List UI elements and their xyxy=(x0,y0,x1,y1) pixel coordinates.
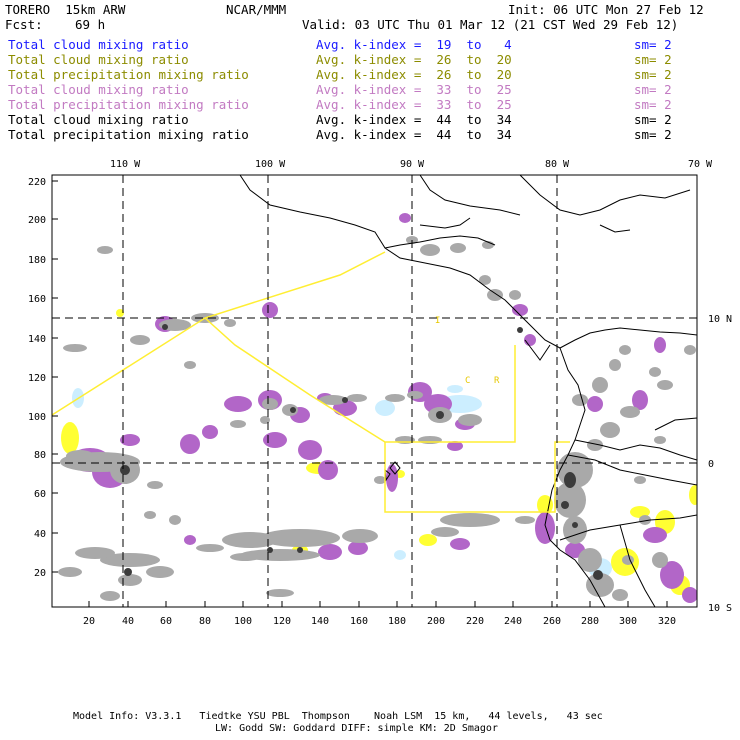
lon-label: 110 W xyxy=(110,159,141,170)
legend-sm: sm= 2 xyxy=(634,67,672,82)
lon-label: 100 W xyxy=(255,159,286,170)
domain-outlines xyxy=(51,251,570,513)
x-tick-label: 160 xyxy=(350,616,368,627)
lon-label: 70 W xyxy=(688,159,713,170)
legend-field: Total precipitation mixing ratio xyxy=(8,67,249,82)
cloud-field xyxy=(58,175,697,607)
x-tick-label: 320 xyxy=(658,616,676,627)
y-tick-label: 120 xyxy=(28,373,46,384)
map-frame xyxy=(51,174,698,608)
forecast-label: Fcst: xyxy=(5,17,43,32)
legend-field: Total cloud mixing ratio xyxy=(8,37,189,52)
model-info-line1: Model Info: V3.3.1 Tiedtke YSU PBL Thomp… xyxy=(73,711,603,722)
y-tick-label: 20 xyxy=(34,568,46,579)
lon-label: 80 W xyxy=(545,159,570,170)
legend-sm: sm= 2 xyxy=(634,127,672,142)
legend-kindex: Avg. k-index = 44 to 34 xyxy=(316,112,512,127)
gray-cloud-patches xyxy=(58,236,696,601)
legend-kindex: Avg. k-index = 33 to 25 xyxy=(316,97,512,112)
map-label: I xyxy=(435,316,440,326)
model-info-line2: LW: Godd SW: Goddard DIFF: simple KM: 2D… xyxy=(215,723,498,734)
lat-label: 0 xyxy=(708,459,714,470)
x-tick-label: 220 xyxy=(466,616,484,627)
legend-kindex: Avg. k-index = 19 to 4 xyxy=(316,37,512,52)
legend-field: Total cloud mixing ratio xyxy=(8,82,189,97)
lon-label: 90 W xyxy=(400,159,425,170)
x-tick-label: 300 xyxy=(619,616,637,627)
x-tick-label: 280 xyxy=(581,616,599,627)
lat-label: 10 S xyxy=(708,603,732,614)
dark-cloud-cores xyxy=(120,324,603,580)
lat-lon-grid xyxy=(52,175,697,607)
legend-field: Total precipitation mixing ratio xyxy=(8,127,249,142)
x-tick-label: 140 xyxy=(311,616,329,627)
valid-time: Valid: 03 UTC Thu 01 Mar 12 (21 CST Wed … xyxy=(302,17,679,32)
y-tick-label: 80 xyxy=(34,450,46,461)
y-tick-label: 100 xyxy=(28,412,46,423)
center-name: NCAR/MMM xyxy=(226,2,287,17)
legend-field: Total cloud mixing ratio xyxy=(8,112,189,127)
legend-kindex: Avg. k-index = 26 to 20 xyxy=(316,67,512,82)
y-tick-label: 180 xyxy=(28,255,46,266)
legend-kindex: Avg. k-index = 44 to 34 xyxy=(316,127,512,142)
y-tick-label: 160 xyxy=(28,294,46,305)
legend-sm: sm= 2 xyxy=(634,37,672,52)
map-label: R xyxy=(494,376,500,386)
y-tick-label: 220 xyxy=(28,177,46,188)
x-tick-label: 40 xyxy=(122,616,134,627)
x-tick-label: 260 xyxy=(543,616,561,627)
y-tick-label: 40 xyxy=(34,529,46,540)
legend-kindex: Avg. k-index = 33 to 25 xyxy=(316,82,512,97)
x-tick-label: 240 xyxy=(504,616,522,627)
x-tick-label: 200 xyxy=(427,616,445,627)
x-tick-label: 100 xyxy=(234,616,252,627)
legend-sm: sm= 2 xyxy=(634,112,672,127)
yellow-patches xyxy=(61,309,697,595)
map-label: C xyxy=(465,376,470,386)
x-tick-label: 80 xyxy=(199,616,211,627)
x-tick-label: 180 xyxy=(388,616,406,627)
legend-sm: sm= 2 xyxy=(634,52,672,67)
lat-label: 10 N xyxy=(708,314,732,325)
y-tick-label: 140 xyxy=(28,334,46,345)
coastlines xyxy=(239,175,697,607)
legend-sm: sm= 2 xyxy=(634,82,672,97)
x-tick-label: 60 xyxy=(160,616,172,627)
x-tick-label: 120 xyxy=(273,616,291,627)
legend-kindex: Avg. k-index = 26 to 20 xyxy=(316,52,512,67)
purple-patches xyxy=(70,213,697,603)
forecast-hour: 69 h xyxy=(75,17,106,32)
model-name: TORERO 15km ARW xyxy=(5,2,126,17)
legend-field: Total precipitation mixing ratio xyxy=(8,97,249,112)
axis-ticks xyxy=(52,180,668,607)
x-tick-label: 20 xyxy=(83,616,95,627)
legend-field: Total cloud mixing ratio xyxy=(8,52,189,67)
init-time: Init: 06 UTC Mon 27 Feb 12 xyxy=(508,2,704,17)
y-tick-label: 200 xyxy=(28,215,46,226)
y-tick-label: 60 xyxy=(34,489,46,500)
legend-sm: sm= 2 xyxy=(634,97,672,112)
